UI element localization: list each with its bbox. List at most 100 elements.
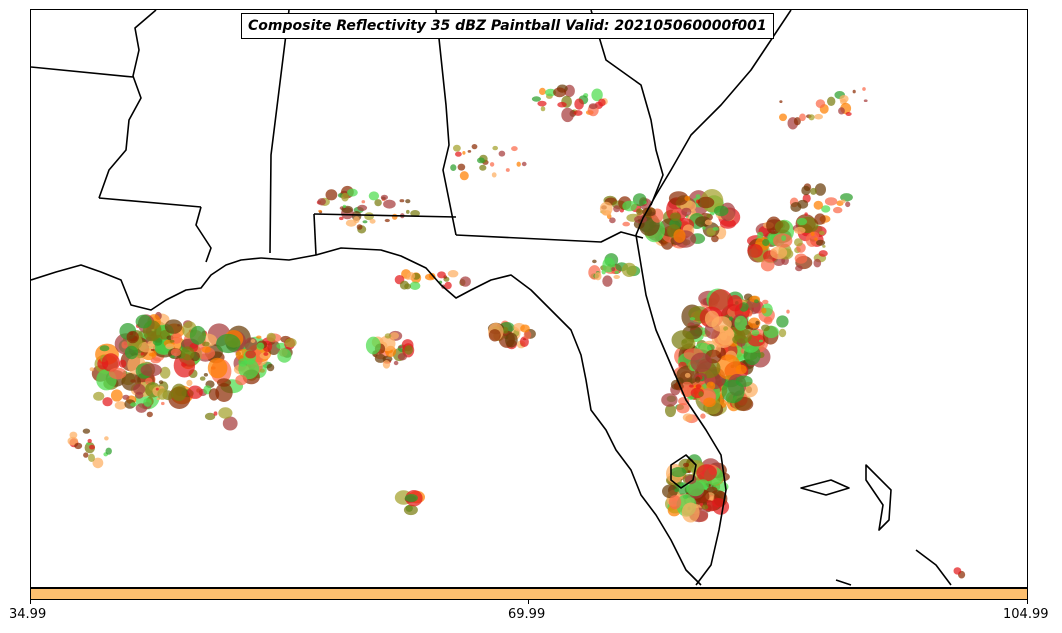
reflectivity-blob <box>459 171 469 181</box>
reflectivity-blob <box>801 185 811 196</box>
reflectivity-blob <box>539 87 546 95</box>
reflectivity-blob <box>164 319 183 334</box>
reflectivity-blob <box>779 100 783 103</box>
reflectivity-blob <box>683 462 690 468</box>
reflectivity-blob <box>222 416 238 431</box>
reflectivity-blob <box>244 337 258 352</box>
reflectivity-blob <box>204 412 216 421</box>
reflectivity-blob <box>397 353 407 361</box>
reflectivity-blob <box>213 411 218 416</box>
reflectivity-blob <box>695 194 701 199</box>
reflectivity-blob <box>684 195 691 201</box>
reflectivity-blob <box>758 339 764 343</box>
bahamas-island-1 <box>800 479 850 496</box>
reflectivity-blob <box>696 464 717 482</box>
reflectivity-blob <box>632 193 647 207</box>
reflectivity-blob <box>747 244 763 258</box>
reflectivity-blob <box>158 380 164 385</box>
gulf-coastline-panhandle <box>260 247 702 586</box>
reflectivity-blob <box>573 110 583 116</box>
state-boundary-ga-sc <box>590 10 664 206</box>
state-boundary-la-north <box>98 197 202 208</box>
reflectivity-blob <box>479 164 487 171</box>
reflectivity-blob <box>574 98 584 110</box>
reflectivity-blob <box>104 436 109 441</box>
reflectivity-blob <box>110 389 123 402</box>
reflectivity-blob <box>770 246 788 260</box>
reflectivity-blob <box>840 199 846 204</box>
state-boundary-mississippi-river <box>98 10 157 199</box>
reflectivity-blob <box>462 151 466 155</box>
reflectivity-blob <box>609 217 616 224</box>
reflectivity-blob <box>786 309 790 314</box>
reflectivity-blob <box>711 235 719 243</box>
reflectivity-blob <box>390 332 399 340</box>
reflectivity-blob <box>437 271 446 279</box>
reflectivity-blob <box>122 394 130 400</box>
reflectivity-blob <box>361 200 366 204</box>
reflectivity-blob <box>391 213 398 220</box>
reflectivity-blob <box>781 235 787 241</box>
reflectivity-blob <box>670 467 687 478</box>
reflectivity-blob <box>755 320 760 325</box>
reflectivity-blob <box>646 207 656 216</box>
reflectivity-blob <box>553 87 567 98</box>
reflectivity-blob <box>69 431 78 439</box>
reflectivity-blob <box>665 404 676 418</box>
reflectivity-blob <box>471 144 478 150</box>
reflectivity-blob <box>622 221 630 227</box>
reflectivity-blob <box>537 100 547 107</box>
reflectivity-blob <box>119 359 127 368</box>
reflectivity-blob <box>673 229 686 243</box>
reflectivity-blob <box>170 355 175 359</box>
reflectivity-blob <box>702 226 706 230</box>
reflectivity-blob <box>133 383 146 395</box>
reflectivity-blob <box>345 219 357 227</box>
reflectivity-blob <box>341 192 349 202</box>
reflectivity-blob <box>365 336 381 355</box>
reflectivity-blob <box>760 258 775 272</box>
reflectivity-blob <box>519 336 529 348</box>
reflectivity-blob <box>814 183 827 196</box>
reflectivity-blob <box>676 403 690 414</box>
reflectivity-blob <box>161 401 165 406</box>
reflectivity-blob <box>135 391 144 399</box>
reflectivity-blob <box>671 330 695 350</box>
reflectivity-blob <box>773 233 793 248</box>
reflectivity-blob <box>364 212 374 221</box>
reflectivity-blob <box>761 307 767 314</box>
reflectivity-blob <box>511 146 518 152</box>
reflectivity-blob <box>256 335 262 339</box>
reflectivity-blob <box>235 374 248 386</box>
reflectivity-blob <box>704 310 720 328</box>
reflectivity-blob <box>318 209 322 213</box>
reflectivity-blob <box>393 360 399 366</box>
reflectivity-blob <box>728 316 733 321</box>
reflectivity-blob <box>151 329 155 331</box>
reflectivity-blob <box>130 402 138 407</box>
reflectivity-blob <box>498 150 506 157</box>
reflectivity-blob <box>719 332 728 341</box>
reflectivity-blob <box>599 201 613 216</box>
reflectivity-blob <box>347 188 358 197</box>
colorbar-tick-label-max: 104.99 <box>1003 607 1049 622</box>
reflectivity-blob <box>695 384 702 389</box>
reflectivity-blob <box>687 470 691 474</box>
reflectivity-blob <box>561 107 574 123</box>
reflectivity-blob <box>108 367 127 380</box>
reflectivity-blob <box>489 162 495 167</box>
reflectivity-blob <box>827 96 836 107</box>
reflectivity-blob <box>477 157 485 164</box>
bahamas-island-3 <box>915 549 952 586</box>
reflectivity-blob <box>711 498 726 508</box>
reflectivity-blob <box>380 194 388 200</box>
reflectivity-blob <box>284 338 297 348</box>
reflectivity-blob <box>216 333 241 354</box>
reflectivity-blob <box>814 237 818 241</box>
reflectivity-blob <box>814 213 826 225</box>
reflectivity-paintball-layer <box>67 84 966 579</box>
reflectivity-blob <box>453 144 461 152</box>
reflectivity-blob <box>317 198 326 206</box>
reflectivity-blob <box>795 265 803 272</box>
reflectivity-blob <box>689 384 694 388</box>
